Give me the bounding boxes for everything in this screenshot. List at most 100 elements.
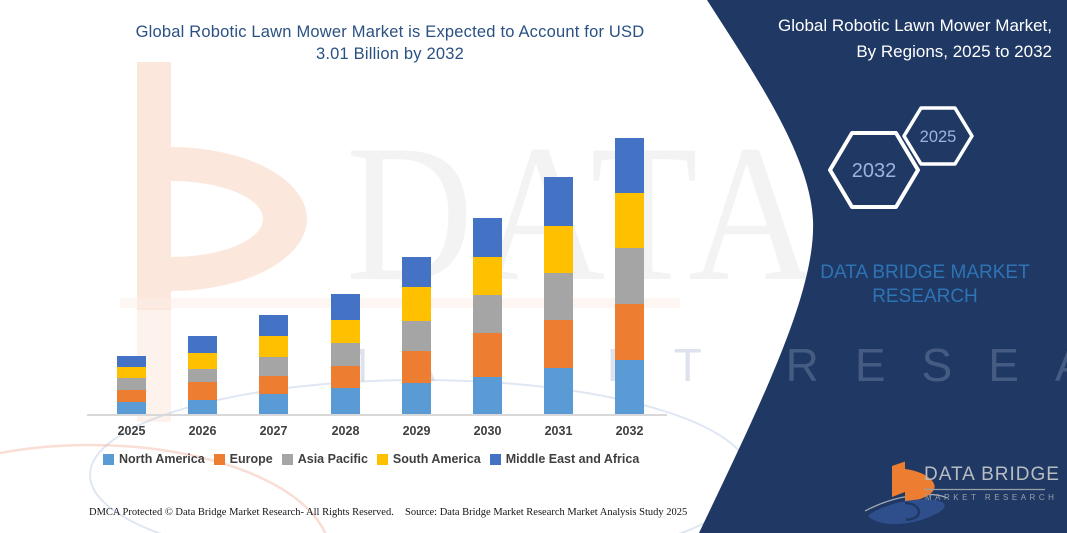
- segment-europe-2031: [544, 320, 573, 368]
- legend-swatch-icon: [213, 453, 225, 465]
- segment-europe-2028: [331, 366, 360, 388]
- watermark-peach-band: [120, 298, 680, 308]
- legend-swatch-icon: [376, 453, 388, 465]
- segment-middle-east-and-africa-2025: [117, 356, 146, 367]
- ghost-text-market-research: MARKET RESEARCH: [330, 339, 1067, 391]
- segment-asia-pacific-2025: [117, 378, 146, 390]
- x-axis-label-2029: 2029: [402, 424, 431, 438]
- segment-middle-east-and-africa-2029: [402, 257, 431, 287]
- x-axis-label-2027: 2027: [259, 424, 288, 438]
- segment-north-america-2029: [402, 383, 431, 415]
- legend-item-asia-pacific: Asia Pacific: [281, 452, 368, 466]
- legend-label: Middle East and Africa: [505, 452, 640, 466]
- segment-north-america-2025: [117, 402, 146, 415]
- legend-label: South America: [392, 452, 481, 466]
- segment-europe-2027: [259, 376, 288, 394]
- segment-middle-east-and-africa-2028: [331, 294, 360, 320]
- x-axis-label-2030: 2030: [473, 424, 502, 438]
- x-axis-line: [87, 414, 667, 416]
- segment-north-america-2026: [188, 400, 217, 415]
- segment-asia-pacific-2030: [473, 295, 502, 333]
- chart-title: Global Robotic Lawn Mower Market is Expe…: [90, 22, 690, 66]
- x-axis-label-2032: 2032: [615, 424, 644, 438]
- hexagon-2025: [902, 106, 974, 166]
- panel-title: Global Robotic Lawn Mower Market, By Reg…: [702, 13, 1052, 64]
- x-axis-label-2031: 2031: [544, 424, 573, 438]
- legend-label: Asia Pacific: [297, 452, 368, 466]
- chart-legend: North America Europe Asia Pacific South Ame…: [103, 452, 648, 466]
- watermark-pink-swoosh: [0, 443, 327, 533]
- segment-europe-2025: [117, 390, 146, 402]
- logo-tagline: MARKET RESEARCH: [925, 493, 1058, 502]
- panel-title-line1: Global Robotic Lawn Mower Market,: [777, 16, 1052, 35]
- segment-south-america-2032: [615, 193, 644, 248]
- legend-swatch-icon: [489, 453, 501, 465]
- legend-swatch-icon: [103, 453, 114, 465]
- panel-title-line2: By Regions, 2025 to 2032: [856, 41, 1052, 61]
- segment-europe-2032: [615, 304, 644, 360]
- footer-source-text: Source: Data Bridge Market Research Mark…: [405, 507, 688, 518]
- bar-2028: [331, 294, 360, 415]
- bar-2027: [259, 315, 288, 415]
- segment-north-america-2028: [331, 388, 360, 415]
- x-axis-label-2028: 2028: [331, 424, 360, 438]
- segment-south-america-2029: [402, 287, 431, 321]
- bar-2025: [117, 356, 146, 415]
- x-axis-label-2026: 2026: [188, 424, 217, 438]
- x-axis-label-2025: 2025: [117, 424, 146, 438]
- bar-2031: [544, 177, 573, 415]
- logo-d-cut-icon: [904, 501, 921, 521]
- segment-asia-pacific-2032: [615, 248, 644, 304]
- watermark-b-stem: [137, 62, 171, 310]
- legend-item-middle-east-and-africa: Middle East and Africa: [489, 452, 640, 466]
- side-panel-background: [699, 0, 1067, 533]
- hexagon-2025-label: 2025: [919, 128, 957, 146]
- segment-asia-pacific-2026: [188, 369, 217, 382]
- logo-b-bowl-icon: [905, 469, 935, 502]
- segment-middle-east-and-africa-2031: [544, 177, 573, 226]
- segment-asia-pacific-2031: [544, 273, 573, 320]
- legend-item-south-america: South America: [376, 452, 481, 466]
- segment-asia-pacific-2027: [259, 357, 288, 376]
- panel-watermark-line2: RESEARCH: [872, 285, 978, 307]
- logo-b-stem-icon: [892, 461, 905, 497]
- bar-2026: [188, 336, 217, 415]
- segment-asia-pacific-2028: [331, 343, 360, 366]
- chart-title-line2: 3.01 Billion by 2032: [315, 44, 465, 63]
- watermark-b-bowl: [171, 147, 307, 291]
- segment-south-america-2027: [259, 336, 288, 357]
- legend-label: North America: [119, 452, 205, 466]
- segment-europe-2029: [402, 351, 431, 383]
- bar-2032: [615, 138, 644, 415]
- segment-north-america-2027: [259, 394, 288, 415]
- segment-north-america-2030: [473, 377, 502, 415]
- hexagon-2032-label: 2032: [851, 160, 897, 182]
- segment-south-america-2028: [331, 320, 360, 343]
- segment-south-america-2026: [188, 353, 217, 369]
- segment-middle-east-and-africa-2032: [615, 138, 644, 193]
- segment-middle-east-and-africa-2027: [259, 315, 288, 336]
- segment-south-america-2030: [473, 257, 502, 295]
- chart-title-line1: Global Robotic Lawn Mower Market is Expe…: [135, 23, 645, 41]
- segment-north-america-2031: [544, 368, 573, 415]
- footer-dmca-text: DMCA Protected © Data Bridge Market Rese…: [89, 507, 394, 518]
- segment-middle-east-and-africa-2026: [188, 336, 217, 353]
- panel-watermark-line1: DATA BRIDGE MARKET: [820, 262, 1030, 283]
- legend-label: Europe: [229, 452, 273, 466]
- bar-2029: [402, 257, 431, 415]
- hexagon-2032: [828, 131, 920, 209]
- segment-middle-east-and-africa-2030: [473, 218, 502, 257]
- panel-watermark-text: DATA BRIDGE MARKET RESEARCH: [790, 261, 1060, 309]
- segment-asia-pacific-2029: [402, 321, 431, 351]
- segment-europe-2030: [473, 333, 502, 377]
- legend-item-europe: Europe: [213, 452, 273, 466]
- bar-2030: [473, 218, 502, 415]
- segment-europe-2026: [188, 382, 217, 400]
- segment-south-america-2031: [544, 226, 573, 273]
- logo-blue-swoosh-icon: [868, 499, 945, 525]
- legend-swatch-icon: [281, 453, 293, 465]
- segment-north-america-2032: [615, 360, 644, 415]
- segment-south-america-2025: [117, 367, 146, 378]
